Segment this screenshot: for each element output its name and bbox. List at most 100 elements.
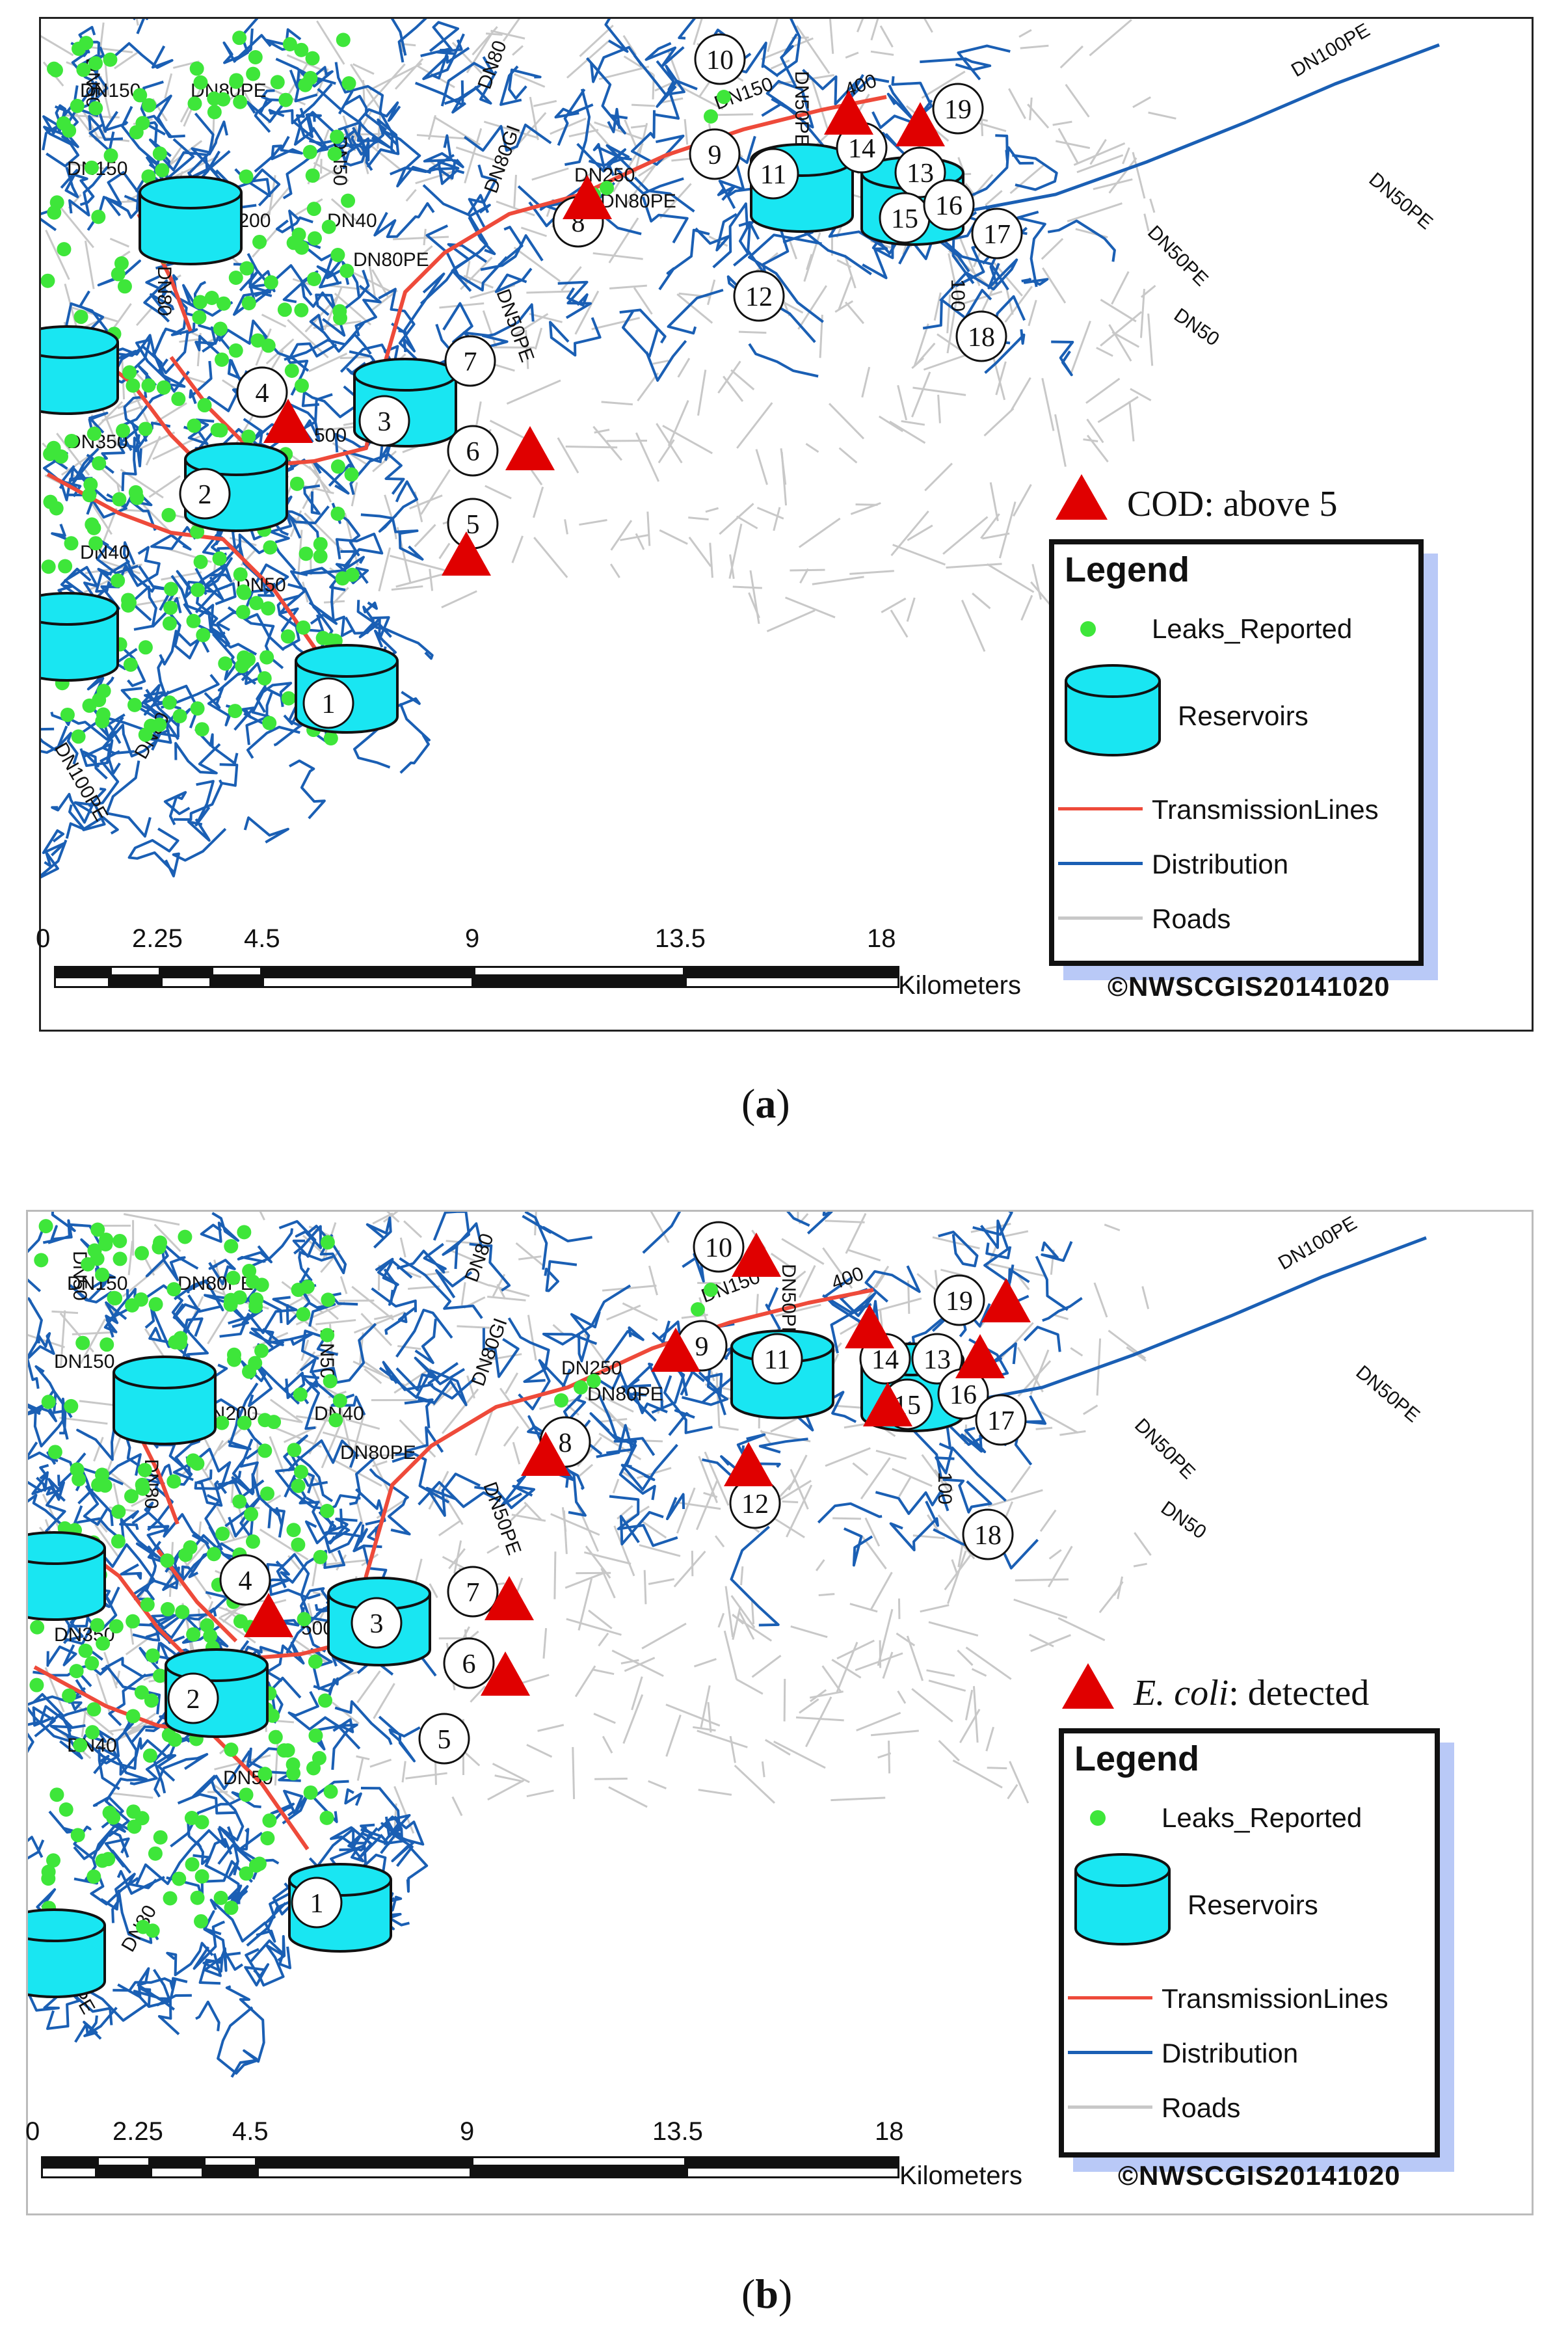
leak-dot — [167, 1732, 182, 1747]
leak-dot — [41, 273, 55, 288]
distribution-pipe — [330, 1823, 375, 1869]
road-segment — [1030, 581, 1051, 606]
pipe-label: DN80 — [153, 266, 175, 316]
distribution-pipe — [244, 1947, 270, 1986]
leak-dot — [103, 148, 118, 163]
distribution-pipe — [627, 1391, 668, 1422]
site-number: 2 — [198, 480, 212, 510]
reservoir-cylinder-icon — [1065, 664, 1161, 756]
distribution-pipe — [28, 1441, 59, 1462]
road-segment — [864, 1517, 881, 1547]
leak-dot — [303, 1785, 318, 1800]
leak-dot — [190, 1890, 205, 1905]
leak-dot — [327, 146, 342, 161]
leak-dot — [323, 1374, 338, 1389]
road-segment — [948, 253, 961, 305]
distribution-pipe — [663, 1375, 713, 1434]
road-segment — [770, 1253, 795, 1270]
road-segment — [870, 50, 894, 56]
road-segment — [834, 300, 854, 313]
distribution-pipe — [429, 21, 460, 53]
legend-item-distribution: Distribution — [1054, 846, 1418, 885]
distribution-pipe — [432, 1212, 470, 1256]
legend-title: Legend — [1074, 1739, 1200, 1778]
road-segment — [1020, 595, 1033, 621]
road-segment — [665, 1704, 721, 1727]
leak-dot — [295, 240, 310, 255]
red-triangle-site-10 — [732, 1233, 781, 1277]
distribution-pipe — [265, 1892, 291, 1923]
leak-dot — [249, 596, 264, 611]
site-marker-5: 5 — [447, 498, 499, 550]
road-segment — [106, 1434, 122, 1474]
distribution-pipe — [329, 563, 369, 591]
distribution-pipe — [469, 1242, 511, 1292]
site-marker-17: 17 — [971, 207, 1023, 260]
leak-dot — [189, 61, 204, 76]
site-number: 16 — [950, 1380, 977, 1410]
road-segment — [786, 1484, 813, 1538]
pipe-label: DN80PE — [353, 249, 429, 271]
leak-dot — [239, 1866, 254, 1881]
road-segment — [153, 1223, 181, 1252]
leak-dot — [184, 1810, 199, 1825]
road-segment — [598, 1632, 609, 1647]
road-segment — [1028, 299, 1037, 327]
distribution-pipe — [121, 421, 141, 492]
red-triangle-site-13 — [955, 1334, 1005, 1378]
distribution-pipe — [382, 1816, 404, 1845]
distribution-pipe — [93, 1738, 120, 1774]
distribution-pipe — [371, 1287, 417, 1313]
leak-dot — [207, 105, 222, 120]
road-segment — [901, 420, 925, 426]
road-segment — [351, 1285, 394, 1321]
leak-dot — [242, 1264, 257, 1279]
leak-dot — [59, 1802, 73, 1817]
leak-dot — [108, 1291, 123, 1306]
road-segment — [806, 254, 813, 271]
distribution-pipe — [209, 1899, 276, 1943]
road-segment — [811, 79, 829, 131]
leak-dot — [224, 1238, 239, 1253]
road-segment — [374, 1314, 393, 1320]
leak-dot — [323, 1784, 338, 1799]
road-segment — [897, 1690, 907, 1704]
leak-dot — [186, 1627, 201, 1642]
distribution-pipe — [150, 94, 185, 139]
site-number: 7 — [464, 347, 477, 377]
road-segment — [892, 544, 946, 566]
road-segment — [332, 1702, 360, 1725]
leak-dot — [319, 1810, 334, 1825]
road-segment — [550, 1513, 600, 1536]
legend-title: Legend — [1065, 550, 1190, 589]
road-segment — [334, 293, 372, 326]
distribution-pipe — [843, 1527, 873, 1567]
road-segment — [79, 1400, 113, 1406]
leak-dot — [112, 492, 127, 507]
distribution-pipe — [425, 1473, 481, 1517]
road-segment — [1083, 438, 1098, 443]
leak-dot — [122, 365, 137, 380]
site-marker-2: 2 — [167, 1672, 219, 1724]
road-segment — [369, 62, 422, 91]
road-segment — [371, 289, 398, 311]
distribution-pipe — [378, 480, 418, 533]
road-segment — [414, 524, 436, 548]
leak-dot — [111, 573, 126, 588]
road-segment — [353, 1311, 405, 1334]
distribution-pipe — [42, 829, 66, 857]
leak-dot — [153, 1235, 168, 1250]
distribution-pipe — [806, 1212, 833, 1235]
road-segment — [926, 1669, 955, 1677]
road-segment — [761, 1761, 765, 1778]
road-segment — [728, 524, 743, 579]
road-segment — [401, 1761, 406, 1783]
distribution-pipe — [189, 360, 213, 405]
road-segment — [179, 338, 203, 343]
road-segment — [316, 20, 345, 65]
road-segment — [1054, 1314, 1069, 1320]
road-segment — [455, 146, 495, 161]
leak-dot — [175, 1605, 190, 1620]
distribution-pipe — [286, 1302, 336, 1327]
distribution-pipe — [41, 727, 79, 765]
